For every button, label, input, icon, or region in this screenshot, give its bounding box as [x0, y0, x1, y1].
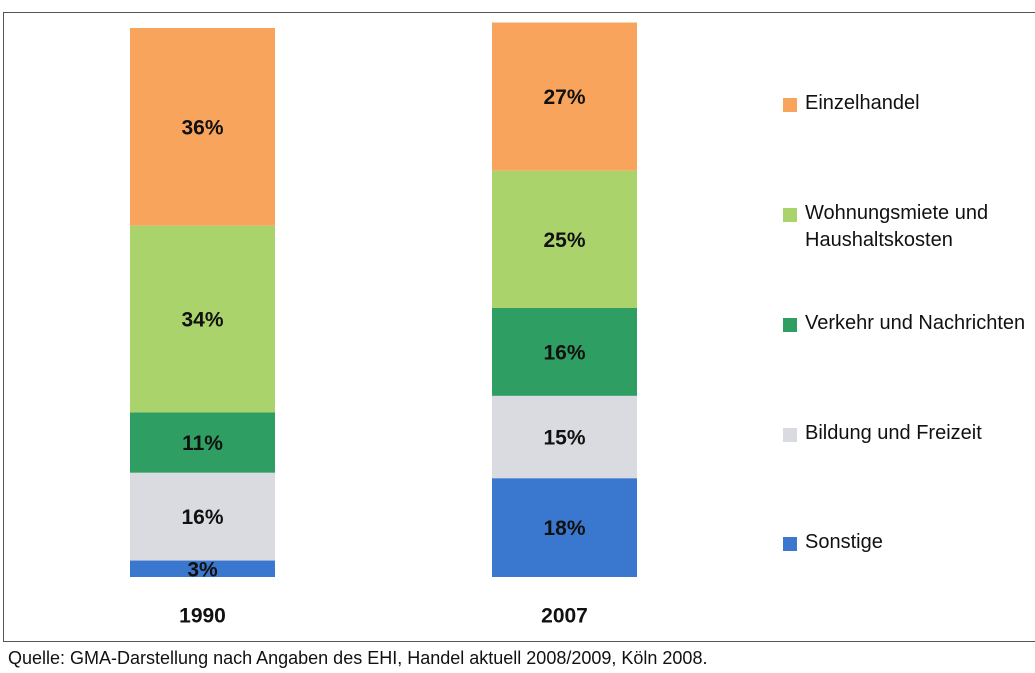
legend-swatch: [783, 208, 797, 222]
legend-swatch: [783, 98, 797, 112]
legend-label: Verkehr und Nachrichten: [805, 312, 1026, 334]
legend-label: Bildung und Freizeit: [805, 422, 982, 444]
value-label: 16%: [543, 341, 585, 364]
value-label: 16%: [181, 506, 223, 529]
source-note: Quelle: GMA-Darstellung nach Angaben des…: [8, 648, 708, 668]
value-label: 3%: [187, 558, 218, 581]
x-tick-label: 1990: [179, 605, 226, 628]
legend-item: Sonstige: [783, 531, 1033, 556]
bar-segment: [130, 412, 275, 473]
x-tick-label: 2007: [541, 605, 588, 628]
value-label: 27%: [543, 86, 585, 109]
chart-frame: [3, 12, 1035, 642]
legend-label: Einzelhandel: [805, 92, 920, 114]
value-label: 36%: [181, 116, 223, 139]
bar-segment: [130, 28, 275, 226]
bar-segment: [492, 478, 637, 577]
bar-segment: [492, 22, 637, 171]
bar-segment: [492, 395, 637, 479]
legend-item: Verkehr und Nachrichten: [783, 312, 1033, 337]
legend-swatch: [783, 537, 797, 551]
value-label: 15%: [543, 427, 585, 450]
legend-label: Wohnungsmiete und Haushaltskosten: [805, 202, 989, 251]
value-label: 25%: [543, 229, 585, 252]
legend-item: Bildung und Freizeit: [783, 422, 1033, 447]
legend-label: Sonstige: [805, 531, 883, 553]
bar-segment: [130, 560, 275, 577]
legend-swatch: [783, 428, 797, 442]
legend-item: Wohnungsmiete und Haushaltskosten: [783, 202, 1033, 254]
legend-swatch: [783, 318, 797, 332]
bar-segment: [130, 225, 275, 413]
value-label: 34%: [181, 309, 223, 332]
bar-segment: [492, 170, 637, 308]
legend-item: Einzelhandel: [783, 92, 1033, 117]
value-label: 11%: [182, 432, 223, 455]
value-label: 18%: [543, 517, 585, 540]
bar-segment: [130, 472, 275, 561]
bar-segment: [492, 307, 637, 396]
